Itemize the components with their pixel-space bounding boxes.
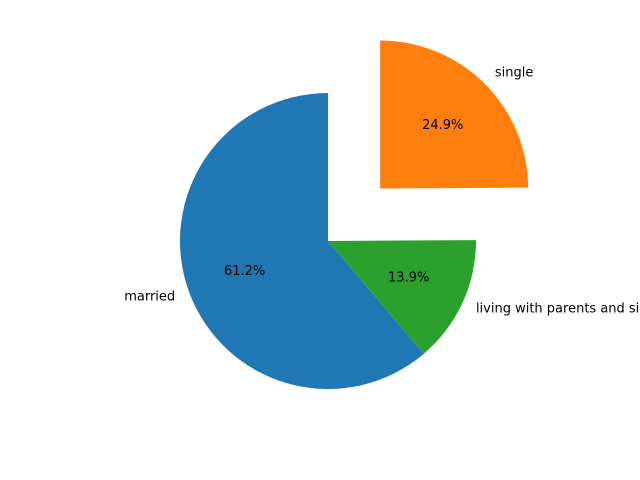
pie-slice-living-with-parents-and-siblings xyxy=(328,240,476,354)
pie-category-label: married xyxy=(124,290,175,305)
pie-slice-single xyxy=(380,40,529,189)
pie-percent-label: 13.9% xyxy=(388,271,429,286)
pie-percent-label: 24.9% xyxy=(422,118,463,133)
pie-slice-married xyxy=(180,93,424,389)
pie-percent-label: 61.2% xyxy=(224,264,265,279)
pie-category-label: living with parents and siblings xyxy=(476,301,640,316)
pie-category-label: single xyxy=(495,66,534,81)
